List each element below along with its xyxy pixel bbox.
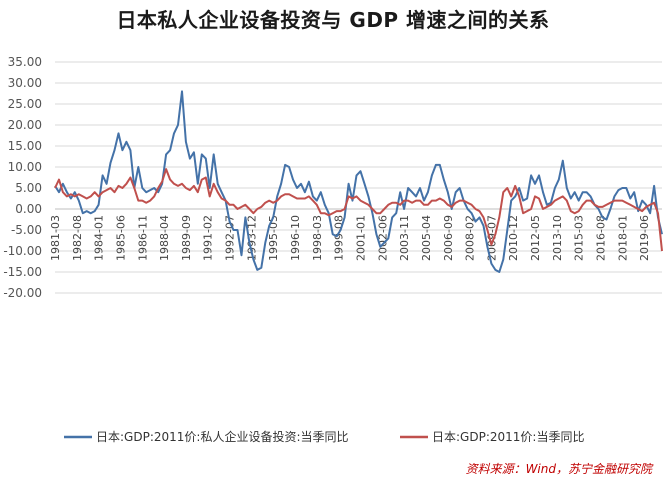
y-tick-label: 25.00 (8, 97, 42, 111)
y-tick-label: -5.00 (11, 223, 42, 237)
y-tick-label: 10.00 (8, 160, 42, 174)
x-tick-label: 2005-04 (420, 215, 433, 261)
x-tick-label: 2003-11 (398, 215, 411, 261)
y-tick-label: 20.00 (8, 118, 42, 132)
x-tick-label: 2010-12 (507, 215, 520, 261)
x-tick-label: 1984-01 (93, 215, 106, 261)
x-tick-label: 2016-08 (595, 215, 608, 261)
y-tick-label: 35.00 (8, 55, 42, 69)
x-tick-label: 1993-12 (245, 215, 258, 261)
x-tick-label: 2015-03 (573, 215, 586, 261)
y-tick-label: 5.00 (15, 181, 42, 195)
x-tick-label: 1989-09 (180, 215, 193, 261)
legend-label-gdp: 日本:GDP:2011价:当季同比 (432, 430, 584, 444)
x-tick-label: 2009-07 (485, 215, 498, 261)
x-tick-label: 1981-03 (49, 215, 62, 261)
x-tick-label: 1996-10 (289, 215, 302, 261)
y-tick-label: -20.00 (3, 286, 42, 300)
x-tick-label: 2008-02 (464, 215, 477, 261)
x-tick-label: 1985-06 (114, 215, 127, 261)
legend-label-equipment-investment: 日本:GDP:2011价:私人企业设备投资:当季同比 (96, 429, 349, 444)
y-tick-label: -15.00 (3, 265, 42, 279)
x-tick-label: 2001-01 (354, 215, 367, 261)
x-tick-label: 1998-03 (311, 215, 324, 261)
x-tick-label: 1982-08 (71, 215, 84, 261)
x-tick-label: 2019-06 (638, 215, 651, 261)
x-tick-label: 2002-06 (376, 215, 389, 261)
x-tick-label: 2013-10 (551, 215, 564, 261)
x-tick-label: 1991-02 (202, 215, 215, 261)
x-tick-label: 2006-09 (442, 215, 455, 261)
y-tick-label: 0.00 (15, 202, 42, 216)
x-tick-label: 1988-04 (158, 215, 171, 261)
source-note: 资料来源：Wind，苏宁金融研究院 (465, 462, 652, 476)
x-tick-label: 1995-05 (267, 215, 280, 261)
x-tick-label: 2018-01 (616, 215, 629, 261)
x-tick-label: 1992-07 (224, 215, 237, 261)
x-tick-label: 2012-05 (529, 215, 542, 261)
y-tick-label: 30.00 (8, 76, 42, 90)
series-line-gdp (54, 168, 663, 252)
y-tick-label: 15.00 (8, 139, 42, 153)
y-tick-label: -10.00 (3, 244, 42, 258)
chart-title: 日本私人企业设备投资与 GDP 增速之间的关系 (116, 8, 550, 32)
x-tick-label: 1986-11 (136, 215, 149, 261)
